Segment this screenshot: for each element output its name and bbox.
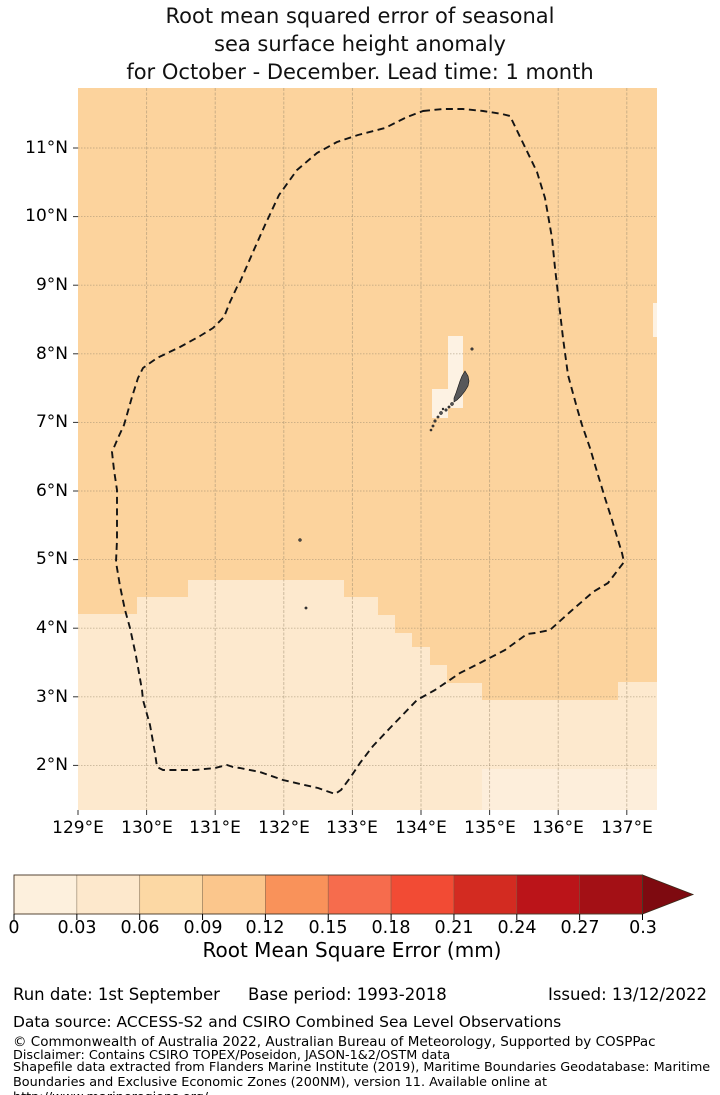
- map-palau-light-cell-square: [432, 389, 448, 418]
- issued-date-text: Issued: 13/12/2022: [547, 985, 707, 1004]
- lon-label-136e: 136°E: [532, 818, 584, 838]
- lon-label-129e: 129°E: [52, 818, 104, 838]
- map-east-edge-light-sliver: [653, 303, 657, 337]
- data-source-text: Data source: ACCESS-S2 and CSIRO Combine…: [13, 1013, 562, 1031]
- lat-label-11n: 11°N: [25, 138, 68, 158]
- lon-label-135e: 135°E: [464, 818, 516, 838]
- lat-label-10n: 10°N: [25, 206, 68, 226]
- cb-tick-024: 0.24: [497, 918, 537, 938]
- lon-label-133e: 133°E: [326, 818, 378, 838]
- base-period-text: Base period: 1993-2018: [248, 985, 447, 1004]
- lat-label-8n: 8°N: [35, 344, 68, 364]
- kayangel-island-dot: [470, 347, 474, 351]
- lat-label-9n: 9°N: [35, 275, 68, 295]
- shapefile-attribution-line2: Boundaries and Exclusive Economic Zones …: [13, 1075, 548, 1095]
- cb-tick-003: 0.03: [57, 918, 97, 938]
- cb-tick-03: 0.3: [629, 918, 657, 938]
- copyright-text: © Commonwealth of Australia 2022, Austra…: [13, 1034, 656, 1050]
- lon-label-131e: 131°E: [189, 818, 241, 838]
- map-gridlines: [78, 88, 657, 810]
- cb-tick-027: 0.27: [560, 918, 600, 938]
- lon-label-132e: 132°E: [258, 818, 310, 838]
- shapefile-attribution-line1: Shapefile data extracted from Flanders M…: [13, 1060, 711, 1075]
- axis-tick-marks: [73, 147, 628, 815]
- cb-tick-018: 0.18: [371, 918, 411, 938]
- title-line-2: sea surface height anomaly: [214, 32, 506, 56]
- colorbar-tick-marks: [13, 914, 643, 920]
- lat-label-6n: 6°N: [35, 481, 68, 501]
- pulo-anna-island-dot: [304, 606, 308, 610]
- colorbar-axis-label: Root Mean Square Error (mm): [202, 938, 502, 962]
- disclaimer-text: Disclaimer: Contains CSIRO TOPEX/Poseido…: [13, 1048, 451, 1063]
- map-bottom-strip-cells: [482, 769, 657, 810]
- cb-tick-0: 0: [8, 918, 20, 938]
- run-date-text: Run date: 1st September: [13, 985, 220, 1004]
- lon-label-134e: 134°E: [395, 818, 447, 838]
- lat-label-3n: 3°N: [35, 687, 68, 707]
- cb-tick-015: 0.15: [308, 918, 348, 938]
- cb-tick-009: 0.09: [183, 918, 223, 938]
- title-line-3: for October - December. Lead time: 1 mon…: [126, 60, 594, 84]
- lon-label-137e: 137°E: [601, 818, 653, 838]
- title-line-1: Root mean squared error of seasonal: [165, 4, 555, 28]
- map-south-region-cells: [78, 580, 657, 810]
- lat-label-2n: 2°N: [35, 755, 68, 775]
- babeldaob-island: [453, 370, 470, 403]
- cb-tick-021: 0.21: [434, 918, 474, 938]
- eez-boundary-dashed-line: [111, 108, 625, 795]
- sonsorol-island-dot: [298, 538, 302, 542]
- lat-label-5n: 5°N: [35, 549, 68, 569]
- lat-label-7n: 7°N: [35, 412, 68, 432]
- cb-tick-012: 0.12: [245, 918, 285, 938]
- lat-label-4n: 4°N: [35, 618, 68, 638]
- lon-label-130e: 130°E: [121, 818, 173, 838]
- cb-tick-006: 0.06: [120, 918, 160, 938]
- colorbar: [13, 874, 695, 920]
- colorbar-extend-arrow: [642, 874, 695, 915]
- palau-islands-land: [298, 347, 474, 610]
